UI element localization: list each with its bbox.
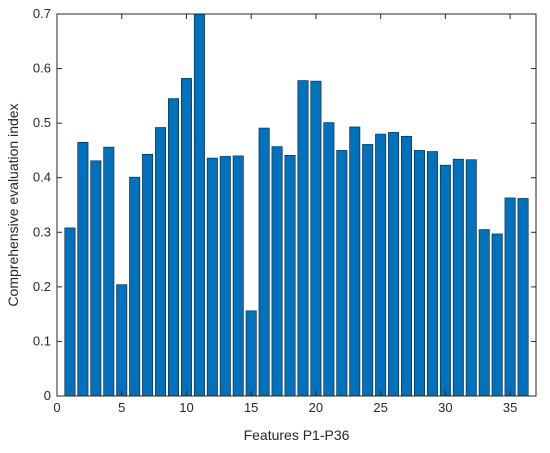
bar-P11 [193, 13, 205, 397]
bar-P16 [258, 127, 270, 397]
bars-group [64, 13, 529, 397]
y-axis: 0 0.1 0.2 0.3 0.4 0.5 0.6 0.7 [33, 6, 536, 403]
bar-P19 [297, 80, 309, 397]
bar-P35 [504, 197, 516, 397]
bar-P3 [90, 160, 102, 397]
x-tick-label: 10 [179, 400, 193, 415]
bar-P30 [439, 164, 451, 397]
bar-P18 [284, 155, 296, 397]
y-tick-label: 0.1 [33, 333, 51, 348]
bar-P33 [478, 229, 490, 397]
plot-frame [56, 13, 537, 397]
x-tick-label: 30 [438, 400, 452, 415]
bar-P36 [517, 198, 529, 397]
y-axis-label: Comprehensive evaluation index [5, 103, 21, 306]
plot-area [57, 14, 536, 396]
bar-P1 [64, 227, 76, 397]
x-axis-label: Features P1-P36 [244, 427, 350, 443]
x-tick-label: 15 [244, 400, 258, 415]
bar-P25 [375, 133, 387, 397]
bar-P21 [323, 122, 335, 397]
bar-P5 [116, 284, 128, 397]
y-tick-label: 0 [44, 388, 51, 403]
bar-P13 [219, 156, 231, 397]
bar-P31 [452, 158, 464, 397]
bar-P26 [388, 132, 400, 397]
y-tick-label: 0.2 [33, 279, 51, 294]
bar-P23 [349, 126, 361, 397]
bar-P4 [103, 146, 115, 397]
x-tick-label: 35 [503, 400, 517, 415]
bar-P2 [77, 141, 89, 397]
bar-P12 [206, 157, 218, 397]
bar-P20 [310, 80, 322, 397]
bar-P14 [232, 155, 244, 397]
x-tick-label: 20 [309, 400, 323, 415]
bar-P29 [426, 151, 438, 397]
bar-P24 [362, 144, 374, 397]
y-tick-label: 0.4 [33, 170, 51, 185]
bar-P6 [129, 176, 141, 397]
y-tick-label: 0.3 [33, 224, 51, 239]
bar-P10 [180, 78, 192, 397]
x-tick-label: 5 [118, 400, 125, 415]
bar-P15 [245, 310, 257, 397]
bar-P22 [336, 150, 348, 397]
bar-P17 [271, 146, 283, 397]
bar-P28 [414, 150, 425, 397]
y-tick-label: 0.7 [33, 6, 51, 21]
x-tick-label: 25 [373, 400, 387, 415]
bar-P32 [465, 159, 477, 397]
y-tick-label: 0.5 [33, 115, 51, 130]
bar-P8 [155, 127, 167, 397]
y-tick-label: 0.6 [33, 61, 51, 76]
bar-P7 [142, 153, 154, 397]
x-tick-label: 0 [53, 400, 60, 415]
bar-P34 [491, 233, 503, 397]
bar-P27 [401, 135, 413, 397]
bar-P9 [168, 98, 179, 397]
